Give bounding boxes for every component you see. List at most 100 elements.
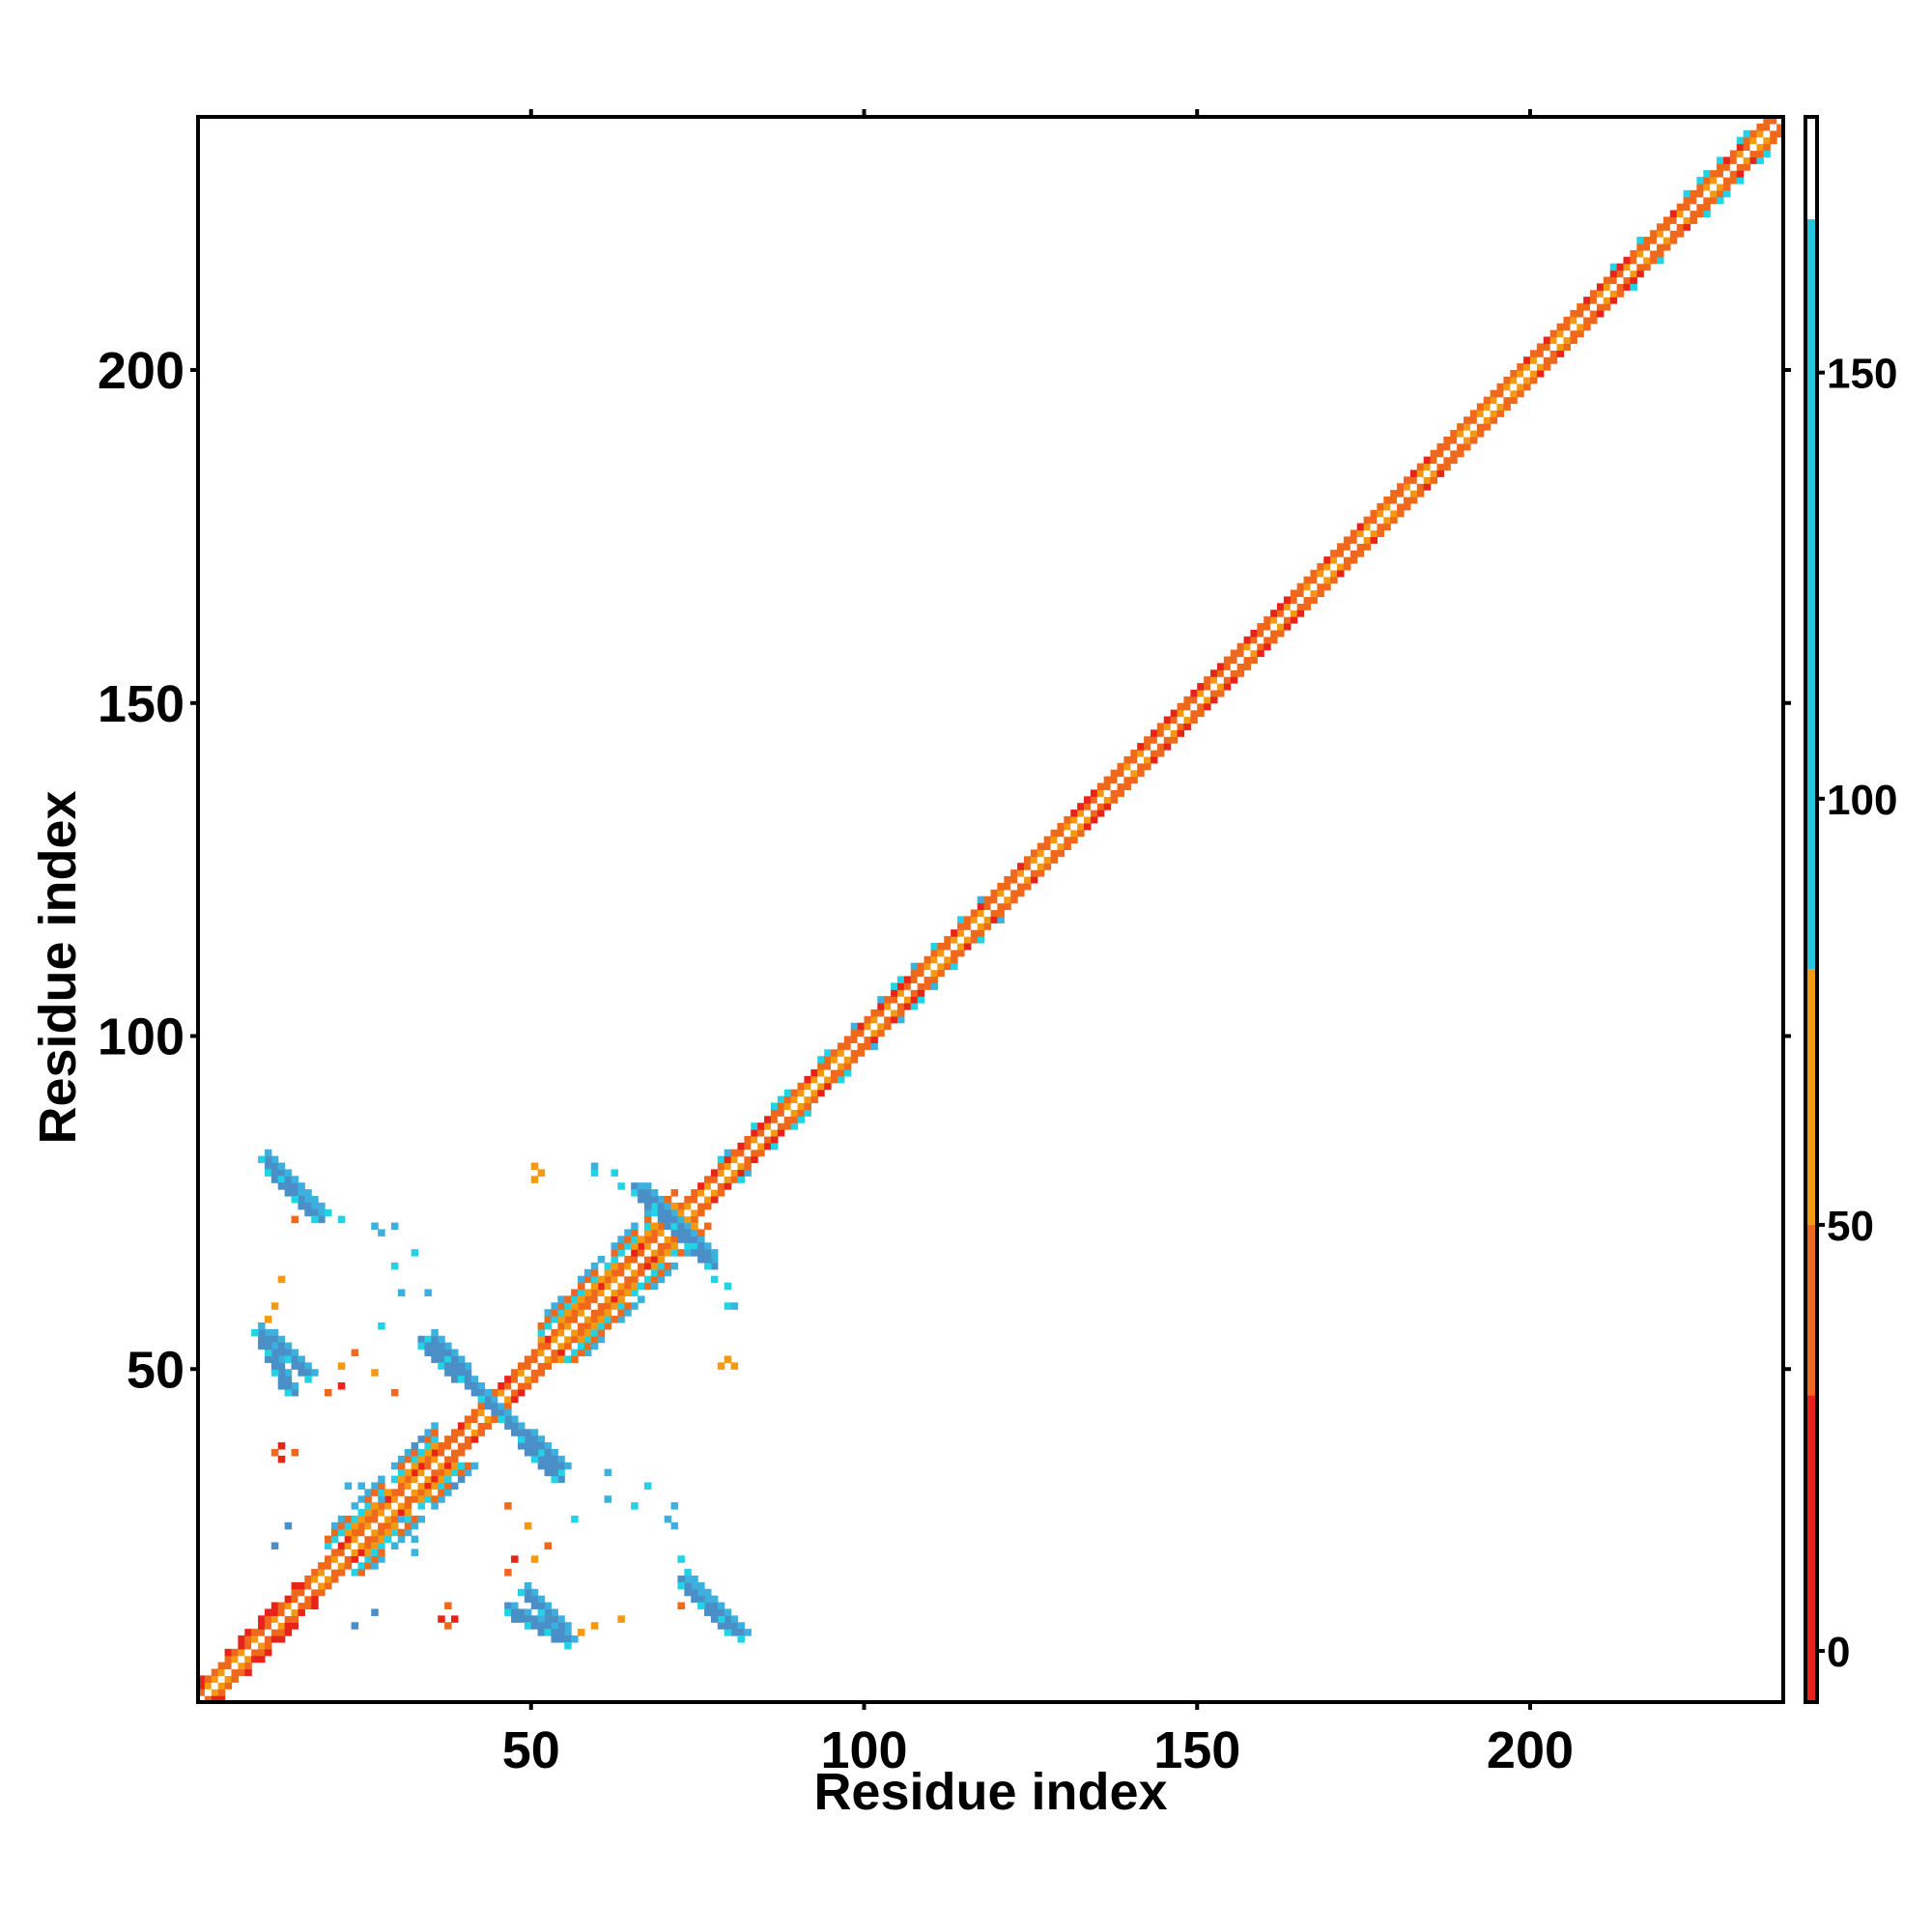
contact-cell (1457, 436, 1464, 444)
x-tick-label: 100 (820, 1721, 907, 1779)
contact-cell (198, 1675, 206, 1683)
contact-cell (524, 1622, 532, 1630)
contact-cell (957, 942, 965, 951)
contact-cell (517, 1382, 526, 1390)
contact-cell (611, 1295, 618, 1303)
contact-cell (790, 1116, 799, 1123)
contact-cell (1383, 497, 1391, 504)
contact-cell (457, 1429, 466, 1436)
contact-cell (1137, 769, 1145, 778)
contact-cell (657, 1195, 666, 1204)
contact-cell (311, 1576, 319, 1583)
contact-cell (611, 1256, 618, 1264)
contact-cell (477, 1382, 486, 1390)
contact-cell (1276, 603, 1285, 611)
contact-cell (1756, 156, 1764, 164)
contact-cell (624, 1268, 632, 1277)
contact-cell (504, 1422, 512, 1430)
contact-cell (1710, 196, 1718, 205)
contact-cell (424, 1335, 432, 1344)
contact-cell (1650, 249, 1658, 258)
contact-cell (1163, 729, 1172, 737)
contact-cell (1643, 243, 1651, 251)
contact-cell (1657, 249, 1664, 258)
contact-cell (371, 1369, 379, 1377)
contact-cell (1004, 876, 1011, 884)
contact-cell (804, 1082, 811, 1091)
contact-cell (1763, 150, 1771, 157)
contact-cell (404, 1475, 412, 1484)
contact-cell (477, 1408, 486, 1417)
contact-cell (677, 1576, 685, 1583)
contact-cell (1590, 309, 1598, 318)
contact-cell (583, 1328, 592, 1337)
contact-cell (631, 1229, 639, 1236)
contact-cell (650, 1282, 659, 1291)
contact-cell (284, 1169, 293, 1177)
contact-cell (344, 1521, 353, 1530)
contact-cell (497, 1408, 505, 1417)
contact-cell (864, 1022, 871, 1031)
contact-cell (264, 1328, 272, 1337)
contact-cell (1529, 350, 1538, 357)
contact-cell (291, 1195, 299, 1204)
y-tick-label: 50 (127, 1341, 185, 1399)
contact-cell (590, 1302, 599, 1310)
contact-cell (304, 1602, 312, 1610)
contact-cell (1603, 276, 1611, 284)
contact-cell (351, 1542, 359, 1550)
contact-cell (390, 1262, 399, 1270)
contact-cell (1363, 523, 1372, 531)
contact-cell (1583, 316, 1591, 325)
contact-cell (1423, 456, 1432, 465)
contact-cell (670, 1242, 679, 1250)
contact-cell (1717, 196, 1724, 205)
contact-cell (1023, 882, 1032, 891)
y-tick-label: 150 (98, 675, 185, 733)
contact-cell (770, 1122, 779, 1130)
contact-cell (1030, 856, 1038, 864)
contact-cell (264, 1355, 272, 1363)
colorbar-band (1805, 1224, 1817, 1396)
contact-cell (1084, 796, 1092, 804)
contact-cell (524, 1442, 532, 1450)
contact-cell (664, 1229, 672, 1236)
contact-cell (431, 1462, 439, 1470)
contact-cell (397, 1528, 406, 1537)
contact-cell (1296, 596, 1305, 604)
contact-cell (364, 1509, 372, 1517)
contact-cell (657, 1275, 666, 1284)
contact-cell (491, 1395, 498, 1404)
contact-cell (910, 996, 919, 1004)
contact-cell (371, 1222, 379, 1231)
contact-cell (444, 1355, 452, 1363)
contact-cell (1257, 636, 1264, 644)
contact-cell (624, 1309, 632, 1317)
contact-cell (617, 1275, 625, 1284)
contact-cell (524, 1448, 532, 1457)
contact-cell (530, 1555, 539, 1563)
contact-cell (544, 1448, 553, 1457)
contact-cell (1290, 610, 1298, 617)
contact-cell (1570, 329, 1577, 338)
contact-cell (544, 1622, 553, 1630)
contact-cell (1210, 689, 1218, 697)
contact-cell (657, 1202, 666, 1210)
contact-cell (970, 929, 979, 937)
contact-cell (583, 1275, 592, 1284)
contact-cell (464, 1429, 472, 1436)
contact-cell (1043, 856, 1052, 864)
contact-cell (1722, 170, 1731, 178)
contact-cell (583, 1316, 592, 1323)
contact-cell (590, 1622, 599, 1630)
contact-cell (564, 1462, 572, 1470)
contact-cell (684, 1236, 692, 1243)
contact-cell (1756, 123, 1764, 131)
contact-cell (551, 1622, 558, 1630)
contact-cell (850, 1022, 859, 1031)
contact-cell (578, 1282, 585, 1291)
contact-cell (1130, 769, 1138, 778)
contact-cell (1276, 610, 1285, 617)
contact-cell (824, 1075, 832, 1084)
contact-cell (431, 1482, 439, 1490)
